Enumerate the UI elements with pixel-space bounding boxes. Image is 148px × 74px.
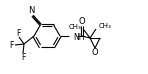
Text: F: F: [21, 52, 25, 61]
Text: CH₃: CH₃: [99, 23, 112, 29]
Text: N: N: [28, 6, 34, 15]
Text: NH: NH: [73, 32, 85, 42]
Text: O: O: [92, 48, 98, 57]
Text: F: F: [16, 28, 20, 38]
Text: CH₃: CH₃: [68, 24, 81, 30]
Text: F: F: [9, 40, 14, 50]
Text: O: O: [79, 17, 85, 26]
